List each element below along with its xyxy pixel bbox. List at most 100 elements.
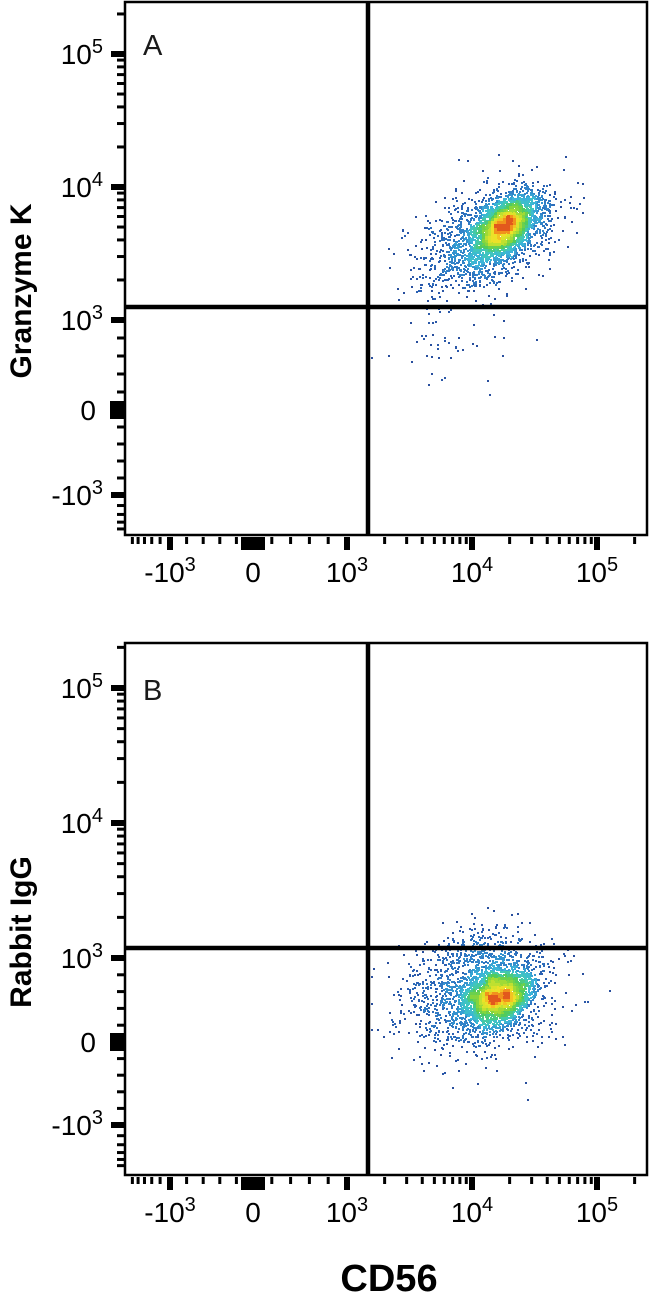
panel-a-x-tick-minor [545, 537, 549, 544]
panel-a-density-points [494, 215, 513, 231]
panel-b-x-tick-minor [218, 1177, 222, 1184]
panel-b-y-tick-minor [117, 716, 124, 720]
panel-a-y-tick-label: 104 [61, 169, 103, 203]
panel-a-y-tick-minor [117, 145, 124, 149]
panel-a-y-tick-minor [117, 459, 124, 463]
panel-a-x-tick-minor [289, 537, 293, 544]
panel-a-x-tick-major [594, 537, 600, 550]
panel-b-y-tick-minor [117, 1073, 124, 1077]
panel-a-density-points [476, 200, 531, 252]
panel-a-x-tick-minor [583, 537, 587, 544]
panel-a-y-tick-label: -103 [51, 477, 103, 511]
panel-b-y-tick-minor [117, 692, 124, 696]
panel-b-y-tick-major [110, 1033, 124, 1051]
panel-a-y-tick-label: 103 [61, 302, 103, 336]
panel-b-x-tick-minor [201, 1177, 205, 1184]
panel-a-density-points [482, 206, 525, 246]
panel-b-y-tick-minor [117, 740, 124, 744]
panel-b-x-tick-label: 103 [326, 1194, 368, 1228]
panel-a-x-tick-minor [442, 537, 446, 544]
panel-b-y-tick-minor [117, 1106, 124, 1110]
panel-a-x-tick-minor [633, 537, 637, 544]
panel-b-y-tick-minor [117, 1023, 124, 1027]
panel-b-x-tick-label: 0 [245, 1197, 261, 1228]
panel-a-y-tick-minor [117, 390, 124, 394]
panel-a-x-tick-label: 104 [451, 554, 493, 588]
density-points-layer [371, 154, 611, 1101]
panel-b-x-tick-minor [130, 1177, 134, 1184]
panel-a-y-tick-minor [117, 198, 124, 202]
panel-b-y-tick-minor [117, 645, 124, 649]
panel-b-x-tick-minor [567, 1177, 571, 1184]
panel-b-y-tick-minor [117, 827, 124, 831]
panel-b-y-tick-minor [117, 862, 124, 866]
panel-b-y-tick-minor [117, 915, 124, 919]
panel-a-y-tick-minor [117, 255, 124, 259]
panel-a-x-tick-minor [383, 537, 387, 544]
panel-a-y-tick-minor [117, 238, 124, 242]
panel-a-y-tick-label: 105 [61, 36, 103, 70]
panel-a-x-tick-minor [420, 537, 424, 544]
panel-a-x-tick-minor [185, 537, 189, 544]
panel-a-density-points [488, 212, 522, 243]
panel-b-x-tick-label: 105 [576, 1194, 618, 1228]
panel-b-y-tick-label: -103 [51, 1107, 103, 1141]
panel-a-frame [123, 0, 649, 537]
panel-b-x-tick-minor [289, 1177, 293, 1184]
panel-a-y-tick-minor [117, 354, 124, 358]
quadrant-gates-layer [124, 1, 648, 1176]
panel-b-x-tick-minor [508, 1177, 512, 1184]
panel-b-x-tick-major [167, 1177, 173, 1190]
panel-b-x-tick-minor [142, 1177, 146, 1184]
panel-b-y-tick-minor [117, 1090, 124, 1094]
panel-a-density-points [404, 177, 555, 300]
panel-a-y-tick-major [111, 51, 124, 57]
panel-a-y-tick-minor [117, 442, 124, 446]
panel-b-x-tick-minor [185, 1177, 189, 1184]
panel-a-x-tick-minor [405, 537, 409, 544]
panel-a-x-tick-major [241, 537, 265, 550]
panel-b-y-tick-major [111, 685, 124, 691]
panel-a-y-tick-minor [117, 215, 124, 219]
panel-b-x-tick-minor [136, 1177, 140, 1184]
panel-b-x-tick-minor [589, 1177, 593, 1184]
panel-b-x-tick-label: -103 [144, 1194, 196, 1228]
panel-b-y-tick-minor [117, 699, 124, 703]
panel-a-x-tick-minor [458, 537, 462, 544]
panel-a-x-tick-label: -103 [144, 554, 196, 588]
panel-b-y-tick-minor [117, 842, 124, 846]
panel-a-letter: A [143, 30, 163, 62]
panel-b-y-tick-label: 0 [80, 1027, 96, 1058]
panel-a-y-tick-minor [117, 65, 124, 69]
panel-b-y-tick-minor [117, 707, 124, 711]
panel-b-x-tick-minor [158, 1177, 162, 1184]
panel-a-x-tick-minor [158, 537, 162, 544]
panel-a-y-tick-minor [117, 512, 124, 516]
panel-b-y-tick-minor [117, 1006, 124, 1010]
panel-a-x-tick-minor [234, 537, 238, 544]
panel-b-y-tick-minor [117, 727, 124, 731]
panel-b-x-tick-minor [326, 1177, 330, 1184]
panel-b-y-tick-minor [117, 834, 124, 838]
panel-b-x-tick-minor [545, 1177, 549, 1184]
panel-a-y-tick-minor [117, 527, 124, 531]
panel-a-x-tick-major [344, 537, 350, 550]
panel-a-x-tick-minor [589, 537, 593, 544]
panel-a-x-tick-minor [150, 537, 154, 544]
panel-b-x-tick-minor [307, 1177, 311, 1184]
panel-a-density-points [470, 197, 534, 264]
panel-a-y-tick-minor [117, 92, 124, 96]
panel-b-x-tick-minor [405, 1177, 409, 1184]
panel-a-density-points [473, 200, 531, 252]
panel-b-y-tick-minor [117, 1057, 124, 1061]
panel-a-x-tick-minor [326, 537, 330, 544]
panel-b-y-tick-major [111, 820, 124, 826]
panel-a-y-tick-minor [117, 206, 124, 210]
panel-b-x-tick-minor [464, 1177, 468, 1184]
panel-b-y-tick-minor [117, 757, 124, 761]
panel-b-x-tick-major [469, 1177, 475, 1190]
panel-a-y-tick-minor [117, 278, 124, 282]
panel-b-y-tick-minor [117, 1157, 124, 1161]
